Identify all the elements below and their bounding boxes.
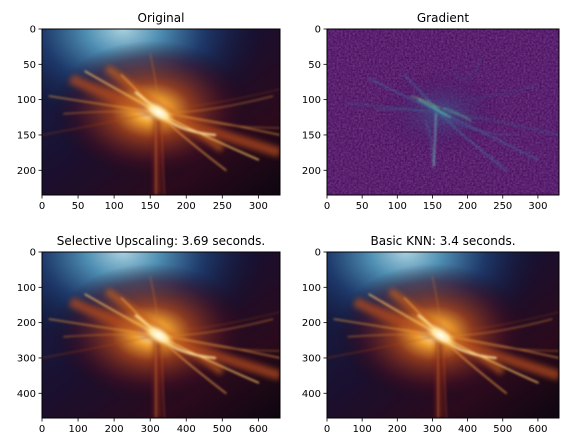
x-tick-label: 150 [423, 201, 442, 212]
x-tick-label: 150 [141, 201, 160, 212]
chart-title-gradient: Gradient [417, 11, 470, 25]
x-tick-label: 600 [528, 424, 547, 435]
panel-gradient: Gradient 0 50 100 150 200 250 300 0 50 100 150 200 [302, 11, 560, 212]
plot-frame [41, 251, 281, 419]
y-tick-label: 200 [302, 318, 321, 329]
x-tick-label: 100 [105, 201, 124, 212]
x-tick-label: 0 [324, 201, 330, 212]
x-axis-ticks: 0 50 100 150 200 250 300 [39, 195, 268, 212]
y-tick-label: 200 [17, 166, 36, 177]
x-tick-label: 0 [39, 201, 45, 212]
x-axis-ticks: 0 100 200 300 400 500 600 [39, 418, 268, 435]
chart-title-original: Original [138, 11, 185, 25]
heatmap-image-selective-upscaling [42, 252, 280, 418]
chart-title-basic-knn: Basic KNN: 3.4 seconds. [370, 234, 515, 248]
plot-frame [326, 28, 560, 196]
x-tick-label: 400 [458, 424, 477, 435]
x-tick-label: 50 [356, 201, 369, 212]
x-tick-label: 100 [353, 424, 372, 435]
x-tick-label: 300 [249, 201, 268, 212]
x-tick-label: 500 [213, 424, 232, 435]
y-axis-ticks: 0 50 100 150 200 [302, 25, 327, 177]
x-tick-label: 200 [105, 424, 124, 435]
x-tick-label: 300 [528, 201, 547, 212]
plot-frame [41, 28, 281, 196]
y-tick-label: 100 [302, 283, 321, 294]
y-tick-label: 100 [17, 283, 36, 294]
y-tick-label: 300 [17, 353, 36, 364]
x-tick-label: 250 [213, 201, 232, 212]
y-tick-label: 100 [302, 95, 321, 106]
y-tick-label: 0 [30, 25, 36, 36]
y-tick-label: 300 [302, 353, 321, 364]
x-tick-label: 250 [493, 201, 512, 212]
y-axis-ticks: 0 50 100 150 200 [17, 25, 42, 177]
x-tick-label: 50 [72, 201, 85, 212]
x-tick-label: 100 [69, 424, 88, 435]
y-tick-label: 50 [23, 60, 36, 71]
x-tick-label: 400 [177, 424, 196, 435]
x-axis-ticks: 0 100 200 300 400 500 600 [324, 418, 547, 435]
x-tick-label: 0 [39, 424, 45, 435]
y-axis-ticks: 0 100 200 300 400 [17, 248, 42, 400]
y-tick-label: 400 [302, 389, 321, 400]
y-tick-label: 0 [315, 248, 321, 259]
x-tick-label: 500 [493, 424, 512, 435]
y-tick-label: 100 [17, 95, 36, 106]
chart-title-selective-upscaling: Selective Upscaling: 3.69 seconds. [57, 234, 265, 248]
y-tick-label: 150 [17, 130, 36, 141]
heatmap-image-gradient [327, 29, 559, 195]
plot-frame [326, 251, 560, 419]
y-tick-label: 0 [315, 25, 321, 36]
x-tick-label: 300 [423, 424, 442, 435]
y-tick-label: 150 [302, 130, 321, 141]
y-tick-label: 50 [308, 60, 321, 71]
y-tick-label: 200 [302, 166, 321, 177]
x-tick-label: 200 [388, 424, 407, 435]
panel-selective-upscaling: Selective Upscaling: 3.69 seconds. 0 100 2… [17, 234, 281, 435]
x-tick-label: 600 [249, 424, 268, 435]
x-tick-label: 200 [458, 201, 477, 212]
y-tick-label: 200 [17, 318, 36, 329]
x-tick-label: 100 [388, 201, 407, 212]
y-axis-ticks: 0 100 200 300 400 [302, 248, 327, 400]
heatmap-image-original [42, 29, 280, 195]
panel-original: Original 0 50 100 150 200 250 300 0 50 100 150 200 [17, 11, 281, 212]
y-tick-label: 400 [17, 389, 36, 400]
y-tick-label: 0 [30, 248, 36, 259]
x-tick-label: 200 [177, 201, 196, 212]
x-tick-label: 300 [141, 424, 160, 435]
heatmap-image-basic-knn [327, 252, 559, 418]
x-axis-ticks: 0 50 100 150 200 250 300 [324, 195, 547, 212]
x-tick-label: 0 [324, 424, 330, 435]
panel-basic-knn: Basic KNN: 3.4 seconds. 0 100 200 300 400 500… [302, 234, 560, 435]
